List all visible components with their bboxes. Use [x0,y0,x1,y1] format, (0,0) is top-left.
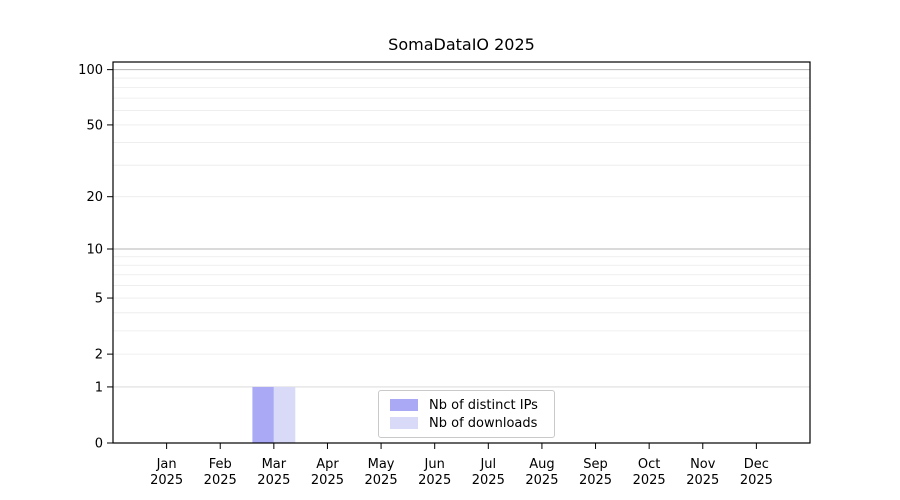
x-tick-label-year: 2025 [740,473,773,488]
chart-title: SomaDataIO 2025 [388,35,535,54]
x-tick-label-month: Apr [316,457,339,472]
x-tick-label-year: 2025 [365,473,398,488]
legend-item: Nb of downloads [390,417,554,430]
legend-item: Nb of distinct IPs [390,399,554,412]
x-tick-label-month: Feb [209,457,232,472]
x-tick-label-year: 2025 [525,473,558,488]
x-tick-label-year: 2025 [204,473,237,488]
x-tick-label-year: 2025 [311,473,344,488]
legend-label-distinct-ips: Nb of distinct IPs [429,397,538,413]
x-tick-label-month: Mar [262,457,287,472]
x-tick-label-month: Nov [690,457,716,472]
x-tick-label-month: Jul [479,457,496,472]
y-tick-label: 1 [95,380,103,395]
y-tick-label: 0 [95,437,103,452]
x-tick-label-month: Aug [529,457,554,472]
bar-nb-of-distinct-ips [252,386,274,443]
x-tick-label-month: May [368,457,395,472]
y-tick-label: 2 [95,348,103,363]
bar-nb-of-downloads [273,386,296,443]
y-tick-label: 50 [86,118,103,133]
x-tick-label-year: 2025 [418,473,451,488]
y-tick-label: 20 [86,190,103,205]
legend-swatch-downloads [390,417,418,429]
x-tick-label-year: 2025 [633,473,666,488]
x-tick-label-year: 2025 [686,473,719,488]
y-tick-label: 10 [86,243,103,258]
legend: Nb of distinct IPs Nb of downloads [378,390,555,438]
plot-border [112,61,811,444]
x-tick-label-month: Sep [583,457,608,472]
legend-swatch-distinct-ips [390,399,418,411]
x-tick-label-year: 2025 [257,473,290,488]
x-tick-label-year: 2025 [150,473,183,488]
x-tick-label-year: 2025 [472,473,505,488]
x-tick-label-month: Jun [424,457,445,472]
y-tick-label: 100 [78,63,103,78]
legend-label-downloads: Nb of downloads [429,415,538,431]
x-tick-label-month: Oct [638,457,660,472]
x-tick-label-month: Jan [156,457,177,472]
y-tick-label: 5 [95,292,103,307]
x-tick-label-year: 2025 [579,473,612,488]
x-tick-label-month: Dec [744,457,769,472]
